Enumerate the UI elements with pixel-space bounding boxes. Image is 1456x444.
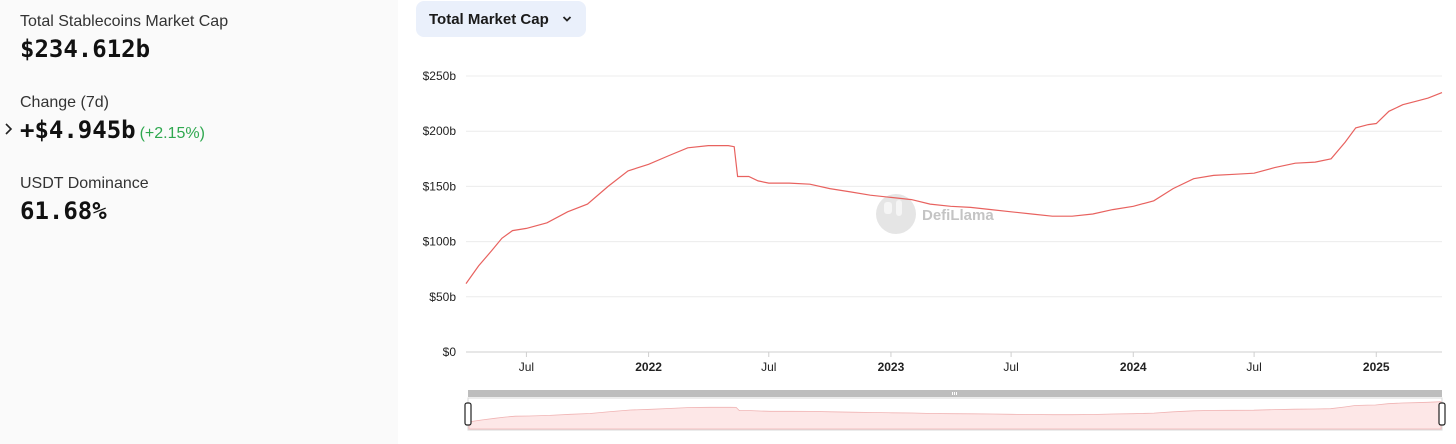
x-tick-label: Jul <box>761 360 776 374</box>
llama-logo-icon <box>876 194 916 234</box>
dropdown-label: Total Market Cap <box>429 10 549 28</box>
x-tick-label: Jul <box>1246 360 1261 374</box>
overview-area <box>468 401 1442 430</box>
x-tick-label: 2022 <box>635 360 662 374</box>
series-line <box>465 92 1443 284</box>
range-handle-right[interactable] <box>1438 402 1446 426</box>
chart-type-dropdown[interactable]: Total Market Cap <box>416 1 586 37</box>
market-cap-label: Total Stablecoins Market Cap <box>20 13 229 30</box>
range-handle-left[interactable] <box>464 402 472 426</box>
chevron-right-icon[interactable] <box>2 122 16 136</box>
y-tick-label: $250b <box>423 69 457 83</box>
y-tick-label: $0 <box>443 345 457 359</box>
y-tick-label: $100b <box>423 235 457 249</box>
change-label: Change (7d) <box>20 94 109 111</box>
y-tick-label: $150b <box>423 179 457 193</box>
range-overview[interactable] <box>464 390 1446 431</box>
dominance-value: 61.68% <box>20 197 107 225</box>
change-value: +$4.945b <box>20 116 136 144</box>
y-axis: $0 $50b $100b $150b $200b $250b <box>423 69 457 359</box>
drag-grip-icon[interactable] <box>952 392 957 395</box>
x-tick-label: Jul <box>1003 360 1018 374</box>
market-cap-stat: Total Stablecoins Market Cap $234.612b <box>20 12 228 63</box>
dominance-stat: USDT Dominance 61.68% <box>20 174 149 225</box>
market-cap-value: $234.612b <box>20 35 151 63</box>
x-tick-label: 2023 <box>878 360 905 374</box>
y-tick-label: $50b <box>429 290 456 304</box>
watermark-text: DefiLlama <box>922 207 994 224</box>
market-cap-chart: $0 $50b $100b $150b $200b $250b Jul 2022 Jul 202… <box>423 69 1446 431</box>
stats-panel: Total Stablecoins Market Cap $234.612b C… <box>0 0 398 444</box>
x-tick-label: 2025 <box>1363 360 1390 374</box>
change-stat: Change (7d) +$4.945b (+2.15%) <box>20 93 205 148</box>
change-percent: (+2.15%) <box>139 125 205 142</box>
chart-grid <box>466 75 1442 353</box>
chevron-down-icon <box>562 16 571 22</box>
y-tick-label: $200b <box>423 124 457 138</box>
x-axis: Jul 2022 Jul 2023 Jul 2024 Jul 2025 <box>519 352 1390 374</box>
change-value-row: +$4.945b (+2.15%) <box>20 116 205 148</box>
x-tick-label: 2024 <box>1120 360 1147 374</box>
x-tick-label: Jul <box>519 360 534 374</box>
dominance-label: USDT Dominance <box>20 175 149 192</box>
watermark: DefiLlama <box>876 194 994 234</box>
